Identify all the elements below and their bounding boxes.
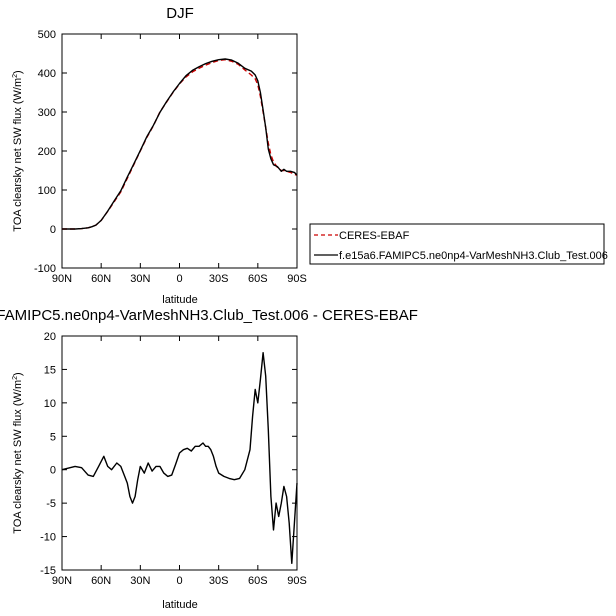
top-panel: DJF -100 0 100 200 300 400 500 90N 60N 30N 0 30S 60… [12,5,608,306]
bottom-y-axis-label: TOA clearsky net SW flux (W/m2) [12,372,24,533]
top-x-tick-label: 0 [176,273,182,285]
bottom-y-tick-label: 5 [50,431,56,443]
top-chart-title: DJF [166,5,194,22]
bottom-x-tick-label: 30S [209,575,229,587]
bottom-y-tick-label: 20 [44,331,56,343]
top-y-axis-label: TOA clearsky net SW flux (W/m2) [12,70,24,231]
top-y-tick-label: 0 [50,224,56,236]
bottom-x-tick-label: 60S [248,575,268,587]
legend-label-ceres: CERES-EBAF [339,230,410,242]
bottom-x-tick-label: 0 [176,575,182,587]
top-y-tick-label: 200 [38,146,56,158]
top-x-tick-label: 90N [52,273,72,285]
top-x-axis: 90N 60N 30N 0 30S 60S 90S [52,34,307,285]
bottom-x-tick-label: 90S [287,575,307,587]
top-y-axis: -100 0 100 200 300 400 500 [34,29,297,275]
top-x-tick-label: 30N [130,273,150,285]
bottom-x-tick-label: 60N [91,575,111,587]
top-y-tick-label: 100 [38,185,56,197]
bottom-series-line-0 [61,352,298,564]
top-x-axis-label: latitude [162,294,197,306]
bottom-series-lines [61,352,298,564]
bottom-y-axis-label-close: ) [12,372,24,376]
legend: CERES-EBAF f.e15a6.FAMIPC5.ne0np4-VarMes… [309,223,608,265]
top-y-axis-label-main: TOA clearsky net SW flux (W/m [12,78,24,232]
bottom-y-axis-label-main: TOA clearsky net SW flux (W/m [12,380,24,534]
bottom-x-axis-label: latitude [162,599,197,611]
top-y-tick-label: -100 [34,263,56,275]
top-series-line-1 [62,58,298,230]
bottom-y-tick-label: -10 [40,532,56,544]
bottom-y-tick-label: 15 [44,364,56,376]
top-x-tick-label: 90S [287,273,307,285]
top-y-tick-label: 300 [38,107,56,119]
legend-box [309,223,605,265]
top-y-axis-label-sup: 2 [12,74,19,78]
top-y-tick-label: 400 [38,68,56,80]
bottom-x-tick-label: 90N [52,575,72,587]
legend-label-model: f.e15a6.FAMIPC5.ne0np4-VarMeshNH3.Club_T… [339,250,608,262]
bottom-y-axis: -15 -10 -5 0 5 10 15 20 [40,331,297,577]
top-x-tick-label: 30S [209,273,229,285]
top-plot-frame [61,33,298,269]
bottom-x-tick-label: 30N [130,575,150,587]
bottom-chart-title: f.e15a6.FAMIPC5.ne0np4-VarMeshNH3.Club_T… [0,307,418,324]
top-series-line-0 [62,59,298,230]
bottom-y-tick-label: -15 [40,565,56,577]
bottom-y-axis-label-sup: 2 [12,376,19,380]
top-y-axis-label-close: ) [12,70,24,74]
bottom-y-tick-label: -5 [46,498,56,510]
top-x-tick-label: 60N [91,273,111,285]
top-y-tick-label: 500 [38,29,56,41]
bottom-panel: f.e15a6.FAMIPC5.ne0np4-VarMeshNH3.Club_T… [0,307,418,611]
top-series-lines [62,58,298,230]
top-x-tick-label: 60S [248,273,268,285]
bottom-y-tick-label: 10 [44,398,56,410]
bottom-y-tick-label: 0 [50,465,56,477]
bottom-x-axis: 90N 60N 30N 0 30S 60S 90S [52,336,307,587]
